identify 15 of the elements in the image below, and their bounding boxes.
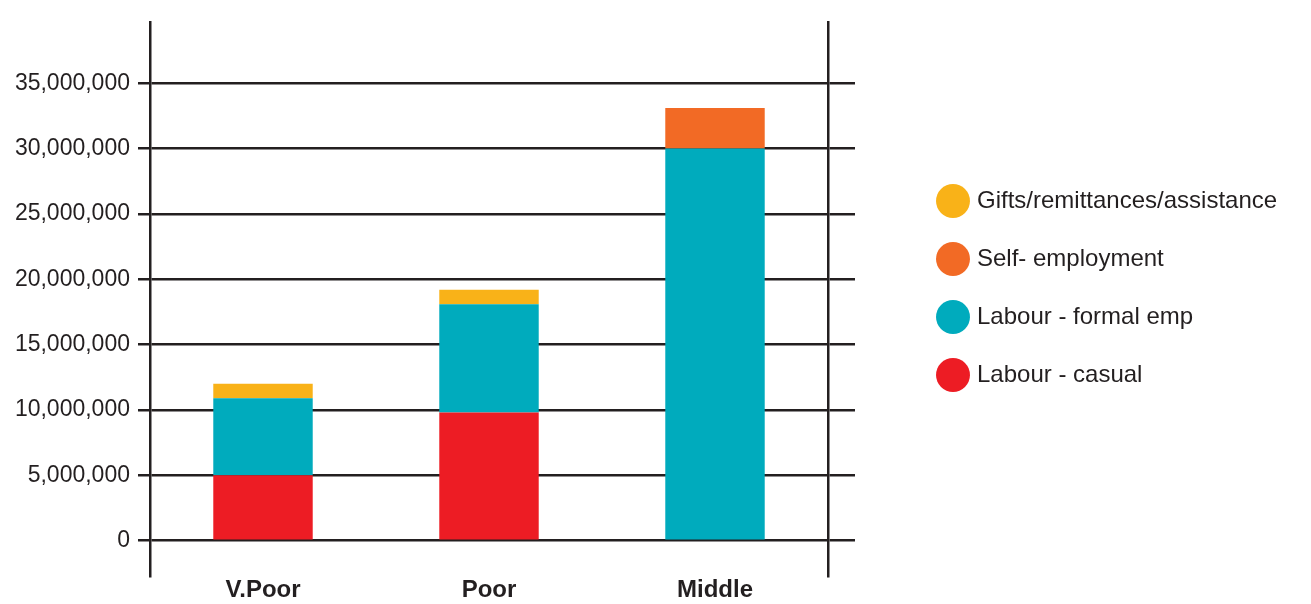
legend-label: Labour - formal emp [977,301,1194,329]
legend-label: Gifts/remittances/assistance [977,185,1278,213]
y-tick-label: 15,000,000 [14,329,130,356]
x-tick-label: Poor [461,575,517,603]
y-tick-label: 20,000,000 [14,264,130,291]
legend-label: Self- employment [977,243,1165,271]
y-tick-label: 0 [117,526,130,553]
x-tick-label: V.Poor [225,575,301,603]
y-tick-label: 10,000,000 [14,395,130,422]
y-tick-label: 5,000,000 [27,460,130,487]
x-tick-label: Middle [677,575,753,603]
y-tick-label: 30,000,000 [14,133,130,160]
y-tick-label: 35,000,000 [14,68,130,95]
legend-label: Labour - casual [977,359,1143,387]
y-tick-label: 25,000,000 [14,199,130,226]
